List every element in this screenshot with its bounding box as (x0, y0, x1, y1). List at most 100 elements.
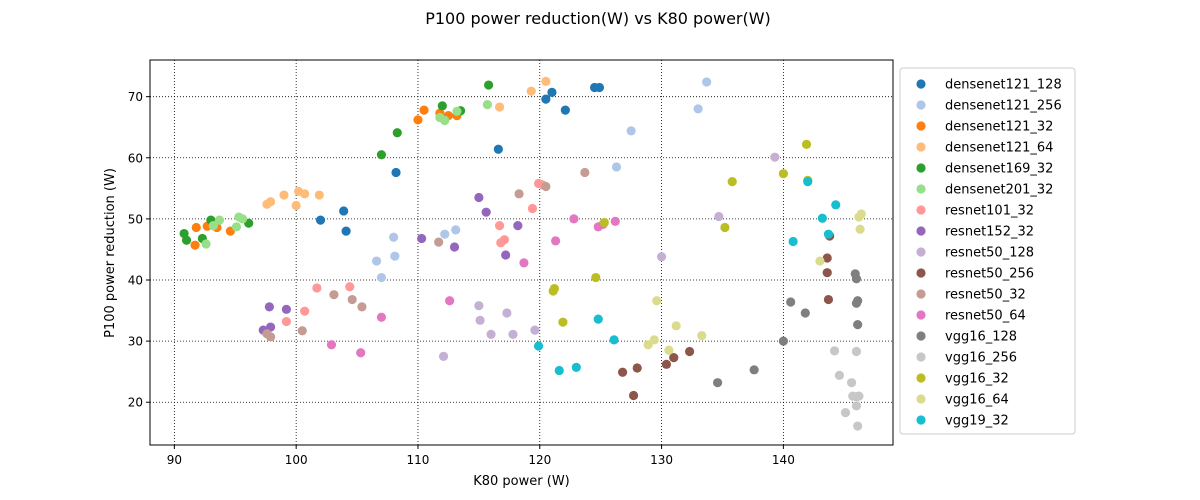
x-tick-label: 120 (528, 453, 551, 467)
data-point (501, 250, 511, 260)
data-point (494, 221, 505, 231)
legend-label: densenet169_32 (945, 162, 1053, 177)
y-tick-label: 30 (128, 335, 143, 349)
data-point (817, 213, 827, 223)
data-point (300, 189, 310, 199)
legend-marker (916, 310, 926, 320)
data-point (208, 221, 218, 231)
data-point (499, 235, 510, 245)
data-point (786, 297, 796, 307)
data-point (702, 77, 712, 87)
x-tick-label: 130 (650, 453, 673, 467)
legend-marker (916, 331, 926, 341)
data-point (727, 177, 737, 187)
data-point (831, 200, 841, 210)
x-tick-label: 110 (407, 453, 430, 467)
data-point (438, 351, 449, 361)
data-point (632, 363, 642, 373)
series-vgg19_32 (533, 177, 841, 376)
data-point (823, 229, 834, 239)
y-axis-label: P100 power reduction (W) (103, 168, 118, 338)
data-point (265, 332, 276, 342)
data-point (300, 306, 310, 316)
data-point (482, 100, 492, 110)
data-point (339, 206, 349, 216)
data-point (265, 197, 276, 207)
data-point (265, 322, 276, 332)
data-point (551, 236, 561, 246)
data-point (610, 216, 620, 226)
data-point (541, 94, 551, 104)
data-point (341, 226, 351, 236)
data-point (533, 341, 544, 351)
data-point (846, 378, 857, 388)
data-point (449, 242, 460, 252)
legend: densenet121_128 densenet121_256 densenet12… (899, 67, 1076, 435)
data-point (474, 192, 484, 203)
data-point (494, 102, 505, 112)
data-point (279, 190, 289, 200)
data-point (526, 86, 536, 96)
data-point (434, 237, 444, 247)
legend-marker (916, 163, 926, 173)
data-point (541, 181, 551, 192)
series-resnet50_256 (617, 231, 835, 401)
legend-label: vgg16_256 (945, 351, 1017, 366)
data-point (527, 203, 538, 214)
data-point (854, 391, 864, 401)
data-point (312, 283, 322, 293)
data-point (264, 302, 274, 312)
legend-marker (916, 142, 926, 152)
data-point (508, 329, 518, 339)
x-tick-label: 100 (285, 453, 308, 467)
data-point (855, 224, 865, 234)
data-point (291, 200, 301, 211)
data-point (823, 294, 834, 305)
data-point (594, 82, 605, 93)
data-point (452, 106, 462, 116)
legend-marker (916, 247, 926, 257)
legend-label: vgg16_64 (945, 393, 1009, 408)
data-point (314, 190, 324, 200)
data-point (481, 207, 491, 217)
data-point (326, 340, 337, 350)
legend-marker (916, 352, 926, 362)
series-densenet121_256 (371, 77, 712, 283)
data-point (656, 252, 667, 262)
data-point (560, 105, 570, 115)
legend-label: densenet121_32 (945, 120, 1053, 135)
legend-label: vgg19_32 (945, 414, 1009, 429)
data-point (390, 251, 400, 261)
data-point (484, 80, 494, 90)
data-point (815, 256, 825, 266)
data-point (652, 296, 662, 306)
data-point (571, 362, 581, 372)
data-point (190, 240, 200, 250)
legend-marker (916, 79, 926, 89)
series-vgg16_32 (548, 139, 813, 327)
data-point (347, 294, 357, 305)
legend-label: resnet50_64 (945, 309, 1026, 324)
legend-marker (916, 226, 926, 236)
series-densenet169_32 (179, 80, 494, 245)
series-vgg16_256 (829, 346, 864, 431)
data-point (649, 335, 659, 345)
data-point (549, 283, 559, 294)
y-tick-label: 70 (128, 90, 143, 104)
data-point (749, 365, 759, 375)
series-resnet50_64 (326, 214, 620, 358)
legend-label: resnet50_128 (945, 246, 1034, 261)
x-axis-label: K80 power (W) (473, 474, 570, 489)
series-vgg16_128 (713, 269, 863, 388)
legend-marker (916, 373, 926, 383)
y-tick-label: 20 (128, 396, 143, 410)
data-point (547, 87, 557, 97)
data-point (853, 296, 863, 306)
legend-label: vgg16_32 (945, 372, 1009, 387)
data-point (345, 282, 355, 292)
legend-label: densenet121_256 (945, 99, 1062, 114)
data-point (451, 225, 461, 235)
data-point (609, 335, 619, 345)
data-point (356, 348, 366, 358)
